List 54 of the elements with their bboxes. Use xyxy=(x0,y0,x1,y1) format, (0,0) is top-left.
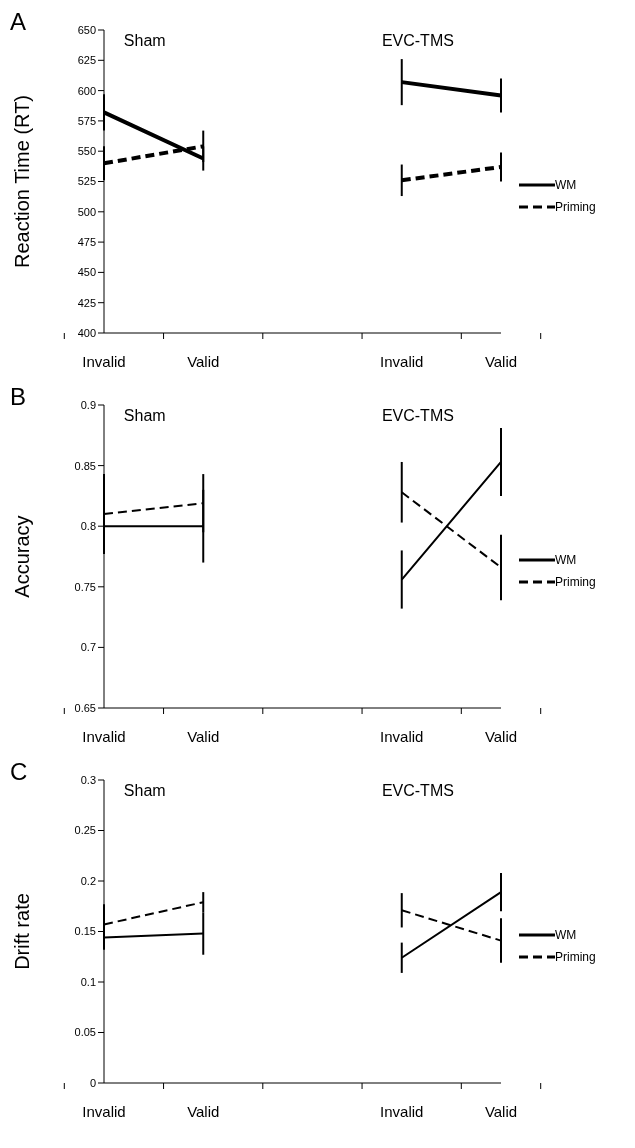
annotation: Sham xyxy=(123,32,166,50)
legend-label: WM xyxy=(555,177,577,192)
y-tick-label: 0.15 xyxy=(74,925,96,938)
y-tick-label: 0.7 xyxy=(80,641,96,654)
y-tick-label: 650 xyxy=(77,23,96,36)
y-tick-label: 0.3 xyxy=(80,773,96,786)
x-tick-label: Invalid xyxy=(82,1103,126,1120)
y-axis-title: Drift rate xyxy=(11,893,34,970)
x-tick-label: Invalid xyxy=(82,728,126,745)
x-tick-label: Valid xyxy=(484,728,518,745)
y-tick-label: 0.25 xyxy=(74,824,96,837)
y-axis-title: Reaction Time (RT) xyxy=(11,94,34,269)
legend-label: WM xyxy=(555,552,577,567)
y-tick-label: 0.75 xyxy=(74,580,96,593)
y-tick-label: 0.65 xyxy=(74,701,96,714)
y-tick-label: 400 xyxy=(77,326,96,339)
annotation: Sham xyxy=(123,407,166,425)
x-tick-label: Valid xyxy=(484,353,518,370)
x-tick-label: Invalid xyxy=(380,728,424,745)
y-tick-label: 600 xyxy=(77,84,96,97)
chart-title: B xyxy=(10,383,27,411)
legend-label: Priming xyxy=(555,199,596,214)
y-tick-label: 0.05 xyxy=(74,1026,96,1039)
y-tick-label: 425 xyxy=(77,296,96,309)
x-tick-label: Valid xyxy=(187,728,220,745)
annotation: EVC-TMS xyxy=(381,407,454,425)
x-tick-label: Invalid xyxy=(380,1103,424,1120)
y-tick-label: 450 xyxy=(77,266,96,279)
y-tick-label: 475 xyxy=(77,236,96,249)
y-tick-label: 575 xyxy=(77,114,96,127)
legend-label: Priming xyxy=(555,574,596,589)
y-tick-label: 0.2 xyxy=(80,874,96,887)
y-tick-label: 550 xyxy=(77,145,96,158)
y-tick-label: 0.85 xyxy=(74,459,96,472)
y-tick-label: 0.8 xyxy=(80,520,96,533)
x-tick-label: Valid xyxy=(187,1103,220,1120)
y-tick-label: 0.9 xyxy=(80,398,96,411)
x-tick-label: Valid xyxy=(484,1103,518,1120)
y-tick-label: 0.1 xyxy=(80,975,96,988)
y-tick-label: 625 xyxy=(77,54,96,67)
chart-title: C xyxy=(10,758,28,786)
x-tick-label: Invalid xyxy=(82,353,126,370)
legend-label: Priming xyxy=(555,949,596,964)
annotation: EVC-TMS xyxy=(381,782,454,800)
y-axis-title: Accuracy xyxy=(11,515,34,598)
annotation: Sham xyxy=(123,782,166,800)
y-tick-label: 0 xyxy=(89,1076,96,1089)
legend-label: WM xyxy=(555,927,577,942)
x-tick-label: Valid xyxy=(187,353,220,370)
annotation: EVC-TMS xyxy=(381,32,454,50)
chart-title: A xyxy=(10,8,27,36)
y-tick-label: 525 xyxy=(77,175,96,188)
x-tick-label: Invalid xyxy=(380,353,424,370)
y-tick-label: 500 xyxy=(77,205,96,218)
